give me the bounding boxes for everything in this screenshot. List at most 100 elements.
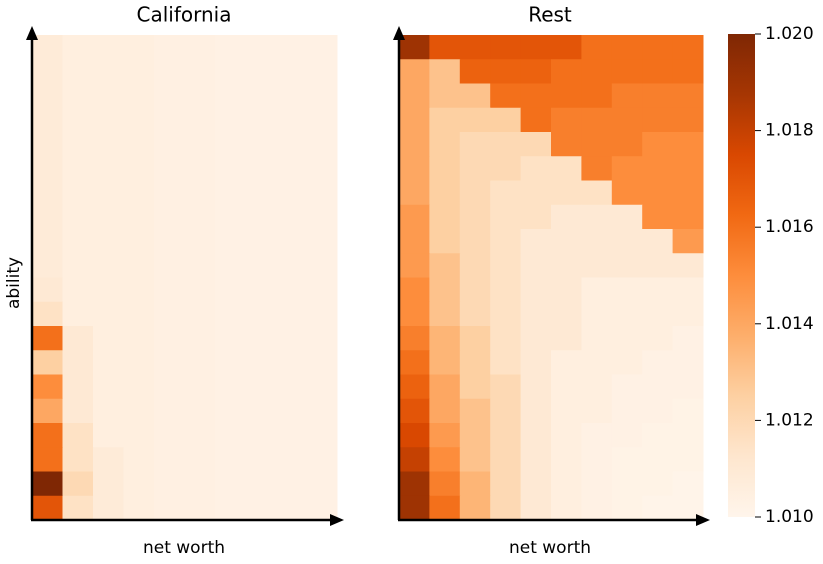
heatmap-cell xyxy=(459,180,491,206)
heatmap-cell xyxy=(490,156,522,181)
heatmap-cell xyxy=(611,59,643,84)
heatmap-cell xyxy=(245,423,277,448)
heatmap-cell xyxy=(154,107,185,133)
heatmap-cell xyxy=(184,374,216,400)
heatmap-cell xyxy=(399,229,430,254)
heatmap-cell xyxy=(215,83,246,109)
heatmap-cell xyxy=(184,204,216,230)
heatmap-cell xyxy=(611,374,643,400)
colorbar-tick-label: 1.020 xyxy=(765,24,814,44)
heatmap-cell xyxy=(490,301,522,327)
heatmap-cell xyxy=(245,350,277,375)
heatmap-cell xyxy=(642,253,674,278)
heatmap-cell xyxy=(32,59,63,84)
heatmap-cell xyxy=(611,107,643,133)
heatmap-cell xyxy=(611,398,643,424)
heatmap-cell xyxy=(62,156,94,181)
panel-title: Rest xyxy=(528,3,572,27)
x-axis-label: net worth xyxy=(143,538,225,558)
heatmap-cell xyxy=(581,471,613,497)
colorbar-tick-label: 1.012 xyxy=(765,410,814,430)
heatmaps xyxy=(32,35,704,521)
heatmap-cell xyxy=(276,374,307,400)
heatmap-cell xyxy=(429,253,461,278)
heatmap-cell xyxy=(490,326,522,351)
heatmap-cell xyxy=(215,107,246,133)
heatmap-cell xyxy=(276,253,307,278)
heatmap-cell xyxy=(520,495,552,521)
heatmap-cell xyxy=(551,423,582,448)
heatmap-cell xyxy=(93,132,124,157)
heatmap-cell xyxy=(154,447,185,472)
heatmap-cell xyxy=(642,156,674,181)
heatmap-cell xyxy=(551,253,582,278)
heatmap-cell xyxy=(62,398,94,424)
heatmap-cell xyxy=(62,180,94,206)
heatmap-cell xyxy=(245,180,277,206)
heatmap-cell xyxy=(93,471,124,497)
heatmap-cell xyxy=(215,253,246,278)
heatmap-cell xyxy=(429,180,461,206)
heatmap-cell xyxy=(672,35,704,60)
heatmap-cell xyxy=(93,350,124,375)
heatmap-cell xyxy=(551,156,582,181)
heatmap-cell xyxy=(184,471,216,497)
heatmap-cell xyxy=(642,398,674,424)
heatmap-cell xyxy=(429,495,461,521)
heatmap-cell xyxy=(520,301,552,327)
heatmap-cell xyxy=(611,277,643,303)
heatmap-cell xyxy=(672,350,704,375)
heatmap-cell xyxy=(93,229,124,254)
heatmap-cell xyxy=(123,229,155,254)
heatmap-cell xyxy=(184,277,216,303)
heatmap-cell xyxy=(123,180,155,206)
heatmap-cell xyxy=(123,35,155,60)
heatmap-cell xyxy=(672,447,704,472)
heatmap-cell xyxy=(459,350,491,375)
heatmap-cell xyxy=(581,398,613,424)
heatmap-cell xyxy=(306,180,338,206)
heatmap-cell xyxy=(490,423,522,448)
heatmap-cell xyxy=(672,132,704,157)
heatmap-cell xyxy=(62,204,94,230)
heatmap-cell xyxy=(551,132,582,157)
heatmap-cell xyxy=(642,374,674,400)
heatmap-cell xyxy=(429,350,461,375)
heatmap-cell xyxy=(520,447,552,472)
heatmap-cell xyxy=(245,59,277,84)
heatmap-cell xyxy=(520,471,552,497)
heatmap-cell xyxy=(245,398,277,424)
heatmap-cell xyxy=(215,471,246,497)
heatmap-cell xyxy=(245,277,277,303)
heatmap-cell xyxy=(93,423,124,448)
heatmap-cell xyxy=(459,326,491,351)
heatmap-cell xyxy=(672,253,704,278)
heatmap-cell xyxy=(551,204,582,230)
heatmap-cell xyxy=(306,83,338,109)
heatmap-cell xyxy=(642,471,674,497)
heatmap-cell xyxy=(520,398,552,424)
heatmap-cell xyxy=(551,495,582,521)
heatmap-cell xyxy=(429,398,461,424)
heatmap-cell xyxy=(581,107,613,133)
heatmap-cell xyxy=(490,447,522,472)
heatmap-cell xyxy=(581,277,613,303)
heatmap-cell xyxy=(245,132,277,157)
heatmap-cell xyxy=(123,132,155,157)
heatmap-cell xyxy=(62,423,94,448)
heatmap-cell xyxy=(581,229,613,254)
heatmap-cell xyxy=(184,180,216,206)
heatmap-cell xyxy=(306,350,338,375)
heatmap-cell xyxy=(123,156,155,181)
heatmap-cell xyxy=(306,423,338,448)
heatmap-cell xyxy=(490,398,522,424)
heatmap-cell xyxy=(551,447,582,472)
heatmap-cell xyxy=(399,301,430,327)
heatmap-cell xyxy=(215,447,246,472)
heatmap-cell xyxy=(123,301,155,327)
heatmap-cell xyxy=(490,374,522,400)
heatmap-cell xyxy=(276,132,307,157)
heatmap-cell xyxy=(245,447,277,472)
heatmap-cell xyxy=(154,350,185,375)
